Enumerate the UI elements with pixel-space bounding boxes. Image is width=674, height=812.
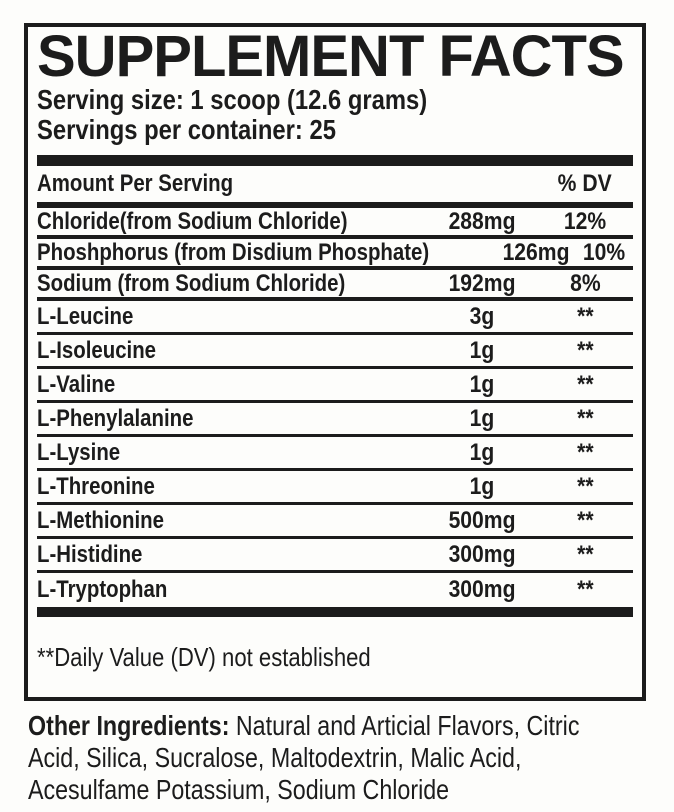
ingredient-amount: 300mg: [448, 540, 516, 568]
serving-size-line: Serving size: 1 scoop (12.6 grams): [37, 85, 633, 115]
ingredient-dv: **: [576, 302, 594, 330]
ingredient-dv: **: [576, 404, 594, 432]
ingredient-name: L-Tryptophan: [37, 576, 168, 603]
ingredient-amount: 1g: [469, 438, 495, 466]
ingredient-name: L-Phenylalanine: [37, 404, 194, 432]
table-row: Chloride(from Sodium Chloride) 288mg 12%: [37, 208, 633, 239]
servings-per-container-line: Servings per container: 25: [37, 115, 633, 145]
ingredient-dv: **: [576, 576, 594, 603]
table-row: L-Threonine 1g **: [37, 471, 633, 505]
ingredient-dv: 12%: [563, 207, 607, 235]
ingredient-amount: 3g: [469, 302, 495, 330]
other-ingredients-line-1: Natural and Articial Flavors, Citric: [235, 710, 580, 741]
ingredient-amount: 1g: [469, 404, 495, 432]
thick-rule-bottom: [37, 607, 633, 617]
table-row: L-Isoleucine 1g **: [37, 335, 633, 369]
ingredient-amount: 300mg: [448, 576, 516, 603]
ingredient-name: L-Methionine: [37, 506, 164, 534]
other-ingredients-label: Other Ingredients:: [28, 710, 230, 741]
thick-rule-top: [37, 155, 633, 166]
table-row: L-Tryptophan 300mg **: [37, 573, 633, 607]
ingredient-name: L-Lysine: [37, 438, 121, 466]
dv-footnote-text: **Daily Value (DV) not established: [37, 641, 371, 672]
ingredient-amount: 192mg: [448, 269, 516, 297]
ingredient-dv: **: [576, 438, 594, 466]
other-ingredients-line-3: Acesulfame Potassium, Sodium Chloride: [28, 774, 450, 805]
ingredient-amount: 126mg: [502, 238, 570, 266]
supplement-facts-panel: SUPPLEMENT FACTS Serving size: 1 scoop (…: [24, 23, 646, 701]
table-row: Sodium (from Sodium Chloride) 192mg 8%: [37, 270, 633, 301]
ingredient-name: L-Histidine: [37, 540, 143, 568]
serving-size-text: Serving size: 1 scoop (12.6 grams): [37, 84, 428, 115]
table-row: L-Valine 1g **: [37, 369, 633, 403]
ingredient-amount: 288mg: [448, 207, 516, 235]
table-row: L-Leucine 3g **: [37, 301, 633, 335]
ingredient-name: Chloride(from Sodium Chloride): [37, 207, 348, 235]
ingredient-amount: 1g: [469, 472, 495, 500]
table-row: L-Methionine 500mg **: [37, 505, 633, 539]
ingredient-amount: 1g: [469, 370, 495, 398]
table-row: L-Histidine 300mg **: [37, 539, 633, 573]
ingredient-dv: 10%: [582, 238, 625, 266]
ingredient-amount: 1g: [469, 336, 495, 364]
ingredient-name: L-Valine: [37, 370, 116, 398]
ingredient-name: Phoshphorus (from Disdium Phosphate): [37, 238, 430, 266]
servings-per-container-text: Servings per container: 25: [37, 114, 336, 145]
amount-per-serving-header: Amount Per Serving: [37, 170, 234, 197]
other-ingredients-line-2: Acid, Silica, Sucralose, Maltodextrin, M…: [28, 742, 522, 773]
ingredient-name: L-Leucine: [37, 302, 134, 330]
table-row: L-Phenylalanine 1g **: [37, 403, 633, 437]
ingredient-name: Sodium (from Sodium Chloride): [37, 269, 346, 297]
ingredient-dv: 8%: [569, 269, 601, 297]
ingredient-dv: **: [576, 506, 594, 534]
ingredient-amount: 500mg: [448, 506, 516, 534]
panel-title: SUPPLEMENT FACTS: [37, 24, 625, 89]
table-header-row: Amount Per Serving % DV: [37, 166, 633, 208]
spacer: [37, 145, 633, 155]
ingredient-dv: **: [576, 540, 594, 568]
dv-column-header: % DV: [557, 170, 612, 197]
ingredient-name: L-Isoleucine: [37, 336, 157, 364]
dv-footnote: **Daily Value (DV) not established: [37, 617, 633, 697]
ingredient-dv: **: [576, 472, 594, 500]
ingredient-dv: **: [576, 336, 594, 364]
table-row: L-Lysine 1g **: [37, 437, 633, 471]
other-ingredients: Other Ingredients: Natural and Articial …: [28, 710, 642, 806]
ingredient-name: L-Threonine: [37, 472, 155, 500]
table-row: Phoshphorus (from Disdium Phosphate) 126…: [37, 239, 633, 270]
ingredient-dv: **: [576, 370, 594, 398]
